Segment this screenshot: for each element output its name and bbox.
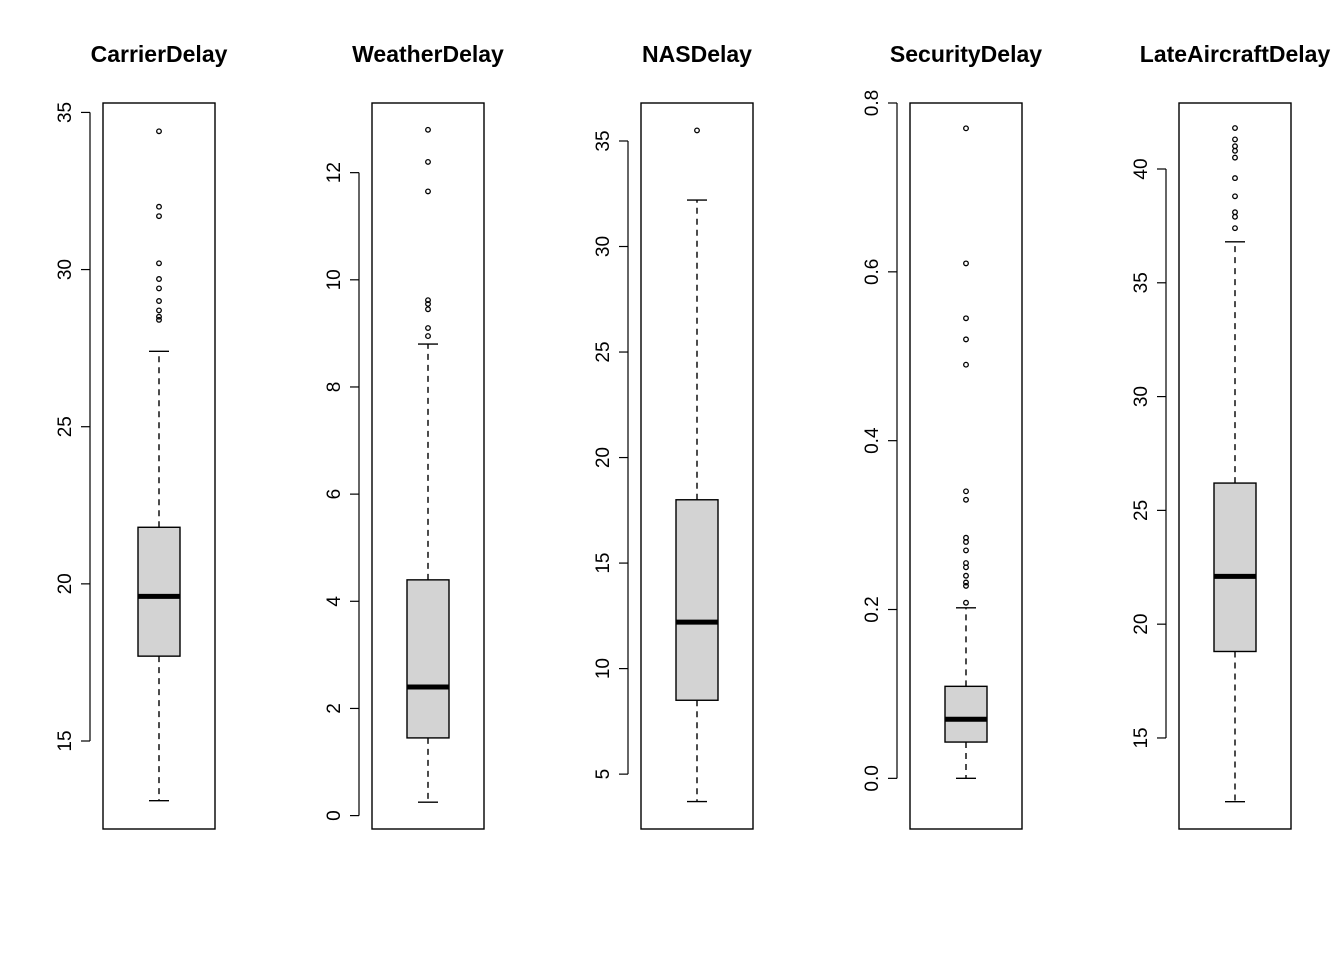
y-tick-label: 12 <box>324 162 345 183</box>
y-tick-label: 10 <box>593 658 614 679</box>
y-tick-label: 0.4 <box>862 427 883 454</box>
outlier-point <box>425 126 431 133</box>
outlier-point <box>963 496 969 503</box>
boxplot-panel: WeatherDelay 0 2 4 6 8 10 12 <box>324 41 504 830</box>
outlier-point <box>963 336 969 343</box>
iqr-box <box>1213 482 1257 653</box>
y-tick-label: 0.2 <box>862 596 883 622</box>
outlier-point <box>963 572 969 579</box>
outlier-point <box>425 158 431 165</box>
boxplot-panel: NASDelay 5 10 15 20 25 30 35 <box>593 41 754 830</box>
outlier-point <box>425 306 431 313</box>
outlier-point <box>156 298 162 304</box>
y-tick-label: 35 <box>55 102 76 123</box>
outlier-point <box>694 127 700 134</box>
panel-title: NASDelay <box>642 41 752 67</box>
outlier-point <box>425 325 431 331</box>
y-tick-label: 15 <box>593 553 614 574</box>
outlier-point <box>156 276 162 282</box>
y-tick-label: 20 <box>593 447 614 468</box>
outlier-point <box>1232 175 1238 182</box>
outlier-point <box>156 316 162 323</box>
outlier-point <box>963 488 969 495</box>
panel-title: LateAircraftDelay <box>1140 41 1331 67</box>
plot-frame <box>909 102 1023 830</box>
y-tick-label: 30 <box>1131 386 1152 407</box>
outlier-point <box>1232 209 1238 216</box>
outlier-point <box>425 333 431 340</box>
iqr-box <box>406 579 450 739</box>
plot-frame <box>371 102 485 830</box>
outlier-point <box>963 579 969 586</box>
outlier-point <box>156 285 162 292</box>
outlier-point <box>963 315 969 322</box>
y-tick-label: 0.8 <box>862 90 883 116</box>
y-tick-label: 30 <box>593 236 614 257</box>
y-tick-label: 20 <box>55 573 76 594</box>
y-tick-label: 40 <box>1131 158 1152 179</box>
y-tick-label: 0 <box>324 810 345 821</box>
outlier-point <box>963 599 969 606</box>
outlier-point <box>1232 225 1238 232</box>
iqr-box <box>675 499 719 701</box>
outlier-point <box>156 203 162 210</box>
outlier-point <box>1232 143 1238 150</box>
outlier-point <box>156 307 162 314</box>
outlier-point <box>156 260 162 267</box>
y-tick-label: 5 <box>593 769 614 780</box>
panel-title: SecurityDelay <box>890 41 1042 67</box>
y-tick-label: 4 <box>324 596 345 607</box>
outlier-point <box>156 128 162 135</box>
panel-title: CarrierDelay <box>91 41 228 67</box>
plot-frame <box>102 102 216 830</box>
outlier-point <box>425 297 431 304</box>
outlier-point <box>425 300 431 307</box>
outlier-point <box>1232 193 1238 200</box>
y-tick-label: 10 <box>324 269 345 290</box>
y-tick-label: 35 <box>593 130 614 151</box>
y-tick-label: 0.6 <box>862 259 883 285</box>
boxplot-panel: SecurityDelay 0.0 0.2 0.4 0.6 0.8 <box>862 41 1042 830</box>
y-tick-label: 2 <box>324 703 345 714</box>
y-tick-label: 20 <box>1131 614 1152 635</box>
boxplot-panel: CarrierDelay 15 20 25 30 35 <box>55 41 228 830</box>
y-tick-label: 8 <box>324 382 345 393</box>
y-tick-label: 15 <box>1131 727 1152 748</box>
y-tick-label: 15 <box>55 730 76 751</box>
plot-frame <box>640 102 754 830</box>
y-tick-label: 30 <box>55 259 76 280</box>
outlier-point <box>963 361 969 368</box>
outlier-point <box>1232 136 1238 143</box>
outlier-point <box>963 560 969 567</box>
y-tick-label: 25 <box>1131 500 1152 521</box>
boxplot-panel: LateAircraftDelay 15 20 25 30 35 40 <box>1131 41 1331 830</box>
plot-frame <box>1178 102 1292 830</box>
outlier-point <box>963 534 969 541</box>
panel-title: WeatherDelay <box>352 41 504 67</box>
y-tick-label: 0.0 <box>862 765 883 791</box>
outlier-point <box>963 582 969 589</box>
iqr-box <box>944 685 988 743</box>
outlier-point <box>156 213 162 220</box>
iqr-box <box>137 526 181 657</box>
y-tick-label: 25 <box>593 341 614 362</box>
outlier-point <box>963 260 969 267</box>
outlier-point <box>425 188 431 195</box>
outlier-point <box>1232 125 1238 131</box>
y-tick-label: 6 <box>324 489 345 500</box>
y-tick-label: 25 <box>55 416 76 437</box>
outlier-point <box>156 313 162 320</box>
y-tick-label: 35 <box>1131 272 1152 293</box>
outlier-point <box>1232 154 1238 161</box>
outlier-point <box>963 547 969 554</box>
outlier-point <box>963 125 969 132</box>
